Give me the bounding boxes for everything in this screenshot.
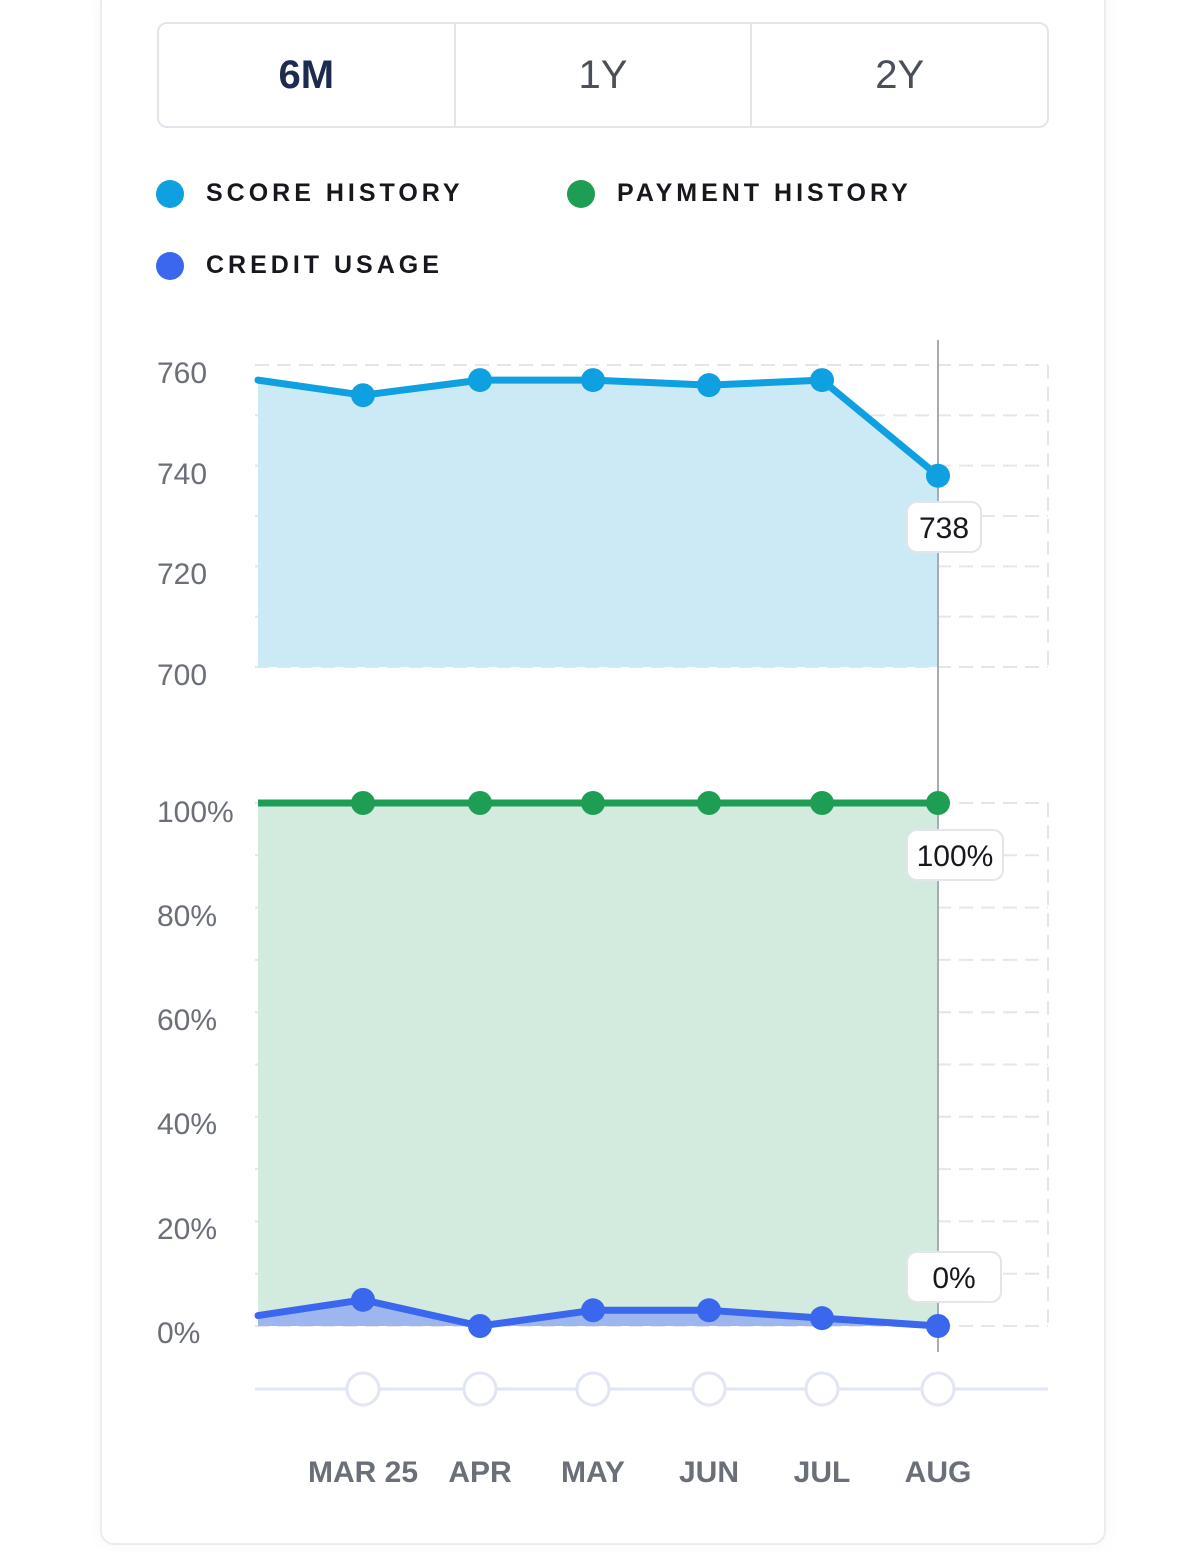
- score-axis-tick-label: 760: [157, 357, 207, 390]
- payment-point: [926, 791, 950, 815]
- percent-axis-tick-label: 80%: [157, 900, 217, 933]
- usage-callout-box: [906, 1251, 1002, 1303]
- legend-payment-history: PAYMENT HISTORY: [567, 179, 912, 208]
- x-axis-tick-label: MAY: [561, 1456, 625, 1489]
- score-history-dot-icon: [156, 179, 184, 208]
- timeline-handle[interactable]: [691, 1371, 727, 1407]
- tab-2y[interactable]: 2Y: [750, 24, 1047, 126]
- payment-history-dot-icon: [567, 179, 595, 208]
- credit-usage-dot-icon: [156, 251, 184, 280]
- score-point: [810, 368, 834, 393]
- usage-callout-label: 0%: [932, 1262, 975, 1295]
- percent-axis-tick-label: 20%: [157, 1213, 217, 1246]
- timeline-handle[interactable]: [345, 1371, 381, 1407]
- score-point: [468, 368, 492, 393]
- usage-point: [351, 1287, 375, 1312]
- payment-callout-box: [906, 829, 1004, 881]
- usage-point: [810, 1306, 834, 1331]
- payment-point: [697, 791, 721, 815]
- score-point: [581, 368, 605, 393]
- legend-label: CREDIT USAGE: [206, 251, 443, 279]
- score-point: [697, 373, 721, 398]
- usage-point: [581, 1298, 605, 1323]
- percent-axis-tick-label: 0%: [157, 1317, 200, 1350]
- payment-callout-label: 100%: [917, 840, 994, 873]
- timeline-handle[interactable]: [804, 1371, 840, 1407]
- timeline-handle[interactable]: [462, 1371, 498, 1407]
- timeline-handle[interactable]: [920, 1371, 956, 1407]
- percent-axis-tick-label: 100%: [157, 796, 234, 829]
- x-axis-tick-label: MAR 25: [308, 1456, 418, 1489]
- score-callout-label: 738: [919, 512, 969, 545]
- tab-6m[interactable]: 6M: [278, 52, 335, 97]
- score-point: [926, 463, 950, 488]
- payment-point: [468, 791, 492, 815]
- legend-label: SCORE HISTORY: [206, 179, 464, 207]
- x-axis-tick-label: JUN: [679, 1456, 739, 1489]
- score-area: [258, 380, 938, 667]
- percent-axis-tick-label: 40%: [157, 1108, 217, 1141]
- legend-credit-usage: CREDIT USAGE: [156, 251, 443, 280]
- score-point: [351, 383, 375, 408]
- usage-point: [697, 1298, 721, 1323]
- payment-point: [351, 791, 375, 815]
- payment-point: [581, 791, 605, 815]
- payment-area: [258, 803, 938, 1326]
- legend-score-history: SCORE HISTORY: [156, 179, 464, 208]
- time-range-tabs: 6M 1Y 2Y: [157, 22, 1049, 128]
- x-axis-tick-label: APR: [448, 1456, 512, 1489]
- x-axis-tick-label: AUG: [905, 1456, 972, 1489]
- payment-point: [810, 791, 834, 815]
- legend-label: PAYMENT HISTORY: [617, 179, 912, 207]
- usage-point: [468, 1314, 492, 1338]
- tab-1y[interactable]: 1Y: [453, 24, 751, 126]
- usage-point: [926, 1314, 950, 1338]
- timeline-handle[interactable]: [575, 1371, 611, 1407]
- percent-axis-tick-label: 60%: [157, 1004, 217, 1037]
- score-axis-tick-label: 720: [157, 558, 207, 591]
- score-axis-tick-label: 700: [157, 659, 207, 692]
- score-callout-box: [906, 501, 982, 553]
- score-axis-tick-label: 740: [157, 458, 207, 491]
- x-axis-tick-label: JUL: [794, 1456, 851, 1489]
